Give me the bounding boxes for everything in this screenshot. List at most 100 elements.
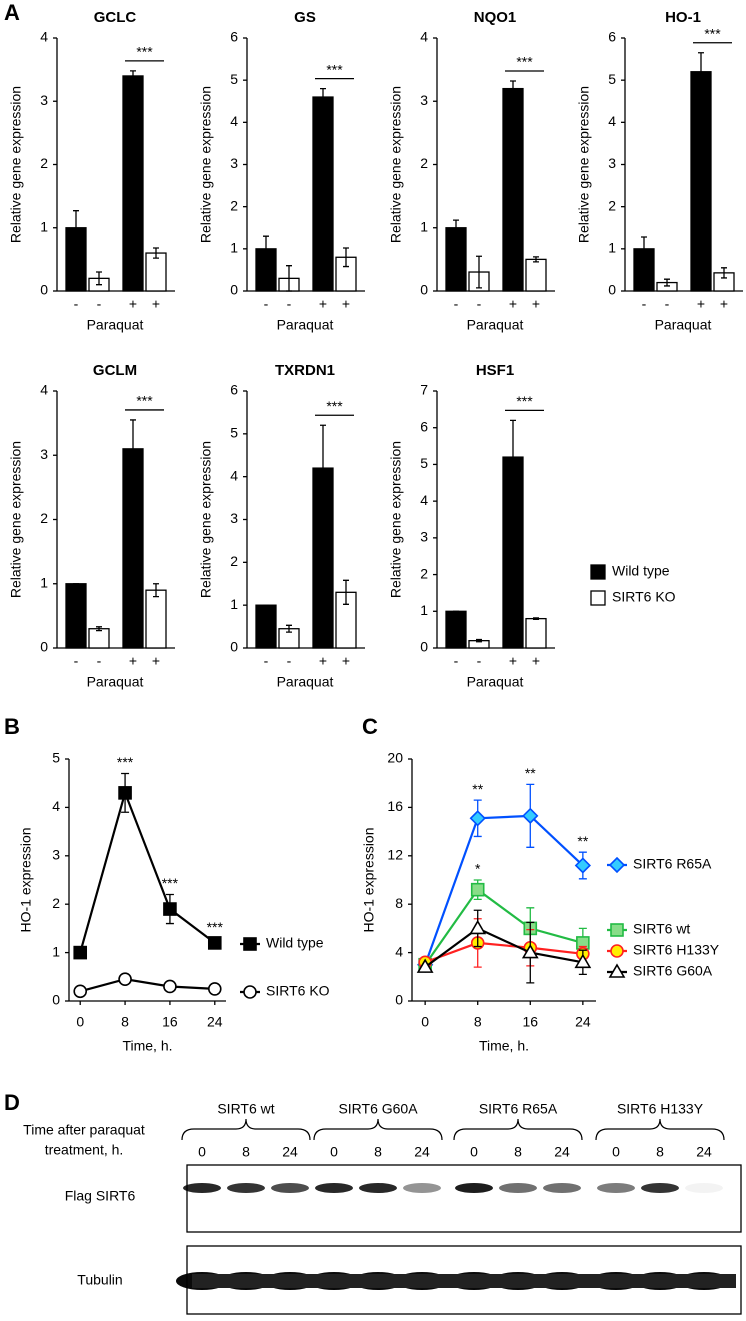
error-bar [343, 247, 349, 268]
series-line [424, 888, 584, 966]
marker [207, 936, 222, 950]
error-bar [343, 579, 349, 605]
blot-header: Time after paraquat [23, 1122, 145, 1138]
chart-title: HSF1 [476, 362, 514, 379]
band [455, 1183, 493, 1193]
bar [502, 87, 524, 292]
error-bar [96, 626, 102, 632]
error-bar [286, 624, 292, 633]
marker [163, 902, 177, 916]
y-tick-label: 4 [40, 382, 48, 398]
legend-label: SIRT6 G60A [633, 963, 713, 979]
y-tick-label: 2 [230, 553, 238, 569]
x-axis-label: Time, h. [122, 1038, 172, 1054]
group-label: SIRT6 H133Y [617, 1101, 704, 1117]
error-bar [698, 52, 704, 92]
lane-label: 24 [554, 1144, 570, 1160]
row-label: Tubulin [77, 1272, 122, 1288]
x-axis-label: Paraquat [655, 317, 712, 333]
y-tick-label: 5 [420, 455, 428, 471]
x-tick-label: - [454, 653, 459, 669]
x-tick-label: 16 [162, 1014, 178, 1030]
bar [122, 75, 144, 292]
lane-label: 0 [612, 1144, 620, 1160]
band [543, 1183, 581, 1193]
y-tick-label: 0 [230, 282, 238, 298]
bar [445, 227, 467, 292]
y-tick-label: 1 [230, 596, 238, 612]
y-tick-label: 1 [230, 240, 238, 256]
significance: ** [525, 765, 536, 781]
y-tick-label: 2 [40, 155, 48, 171]
y-tick-label: 1 [40, 574, 48, 590]
y-tick-label: 5 [230, 425, 238, 441]
band [227, 1183, 265, 1193]
bar [445, 610, 467, 649]
legend-marker [243, 937, 257, 951]
y-tick-label: 1 [420, 218, 428, 234]
x-tick-label: + [152, 653, 160, 669]
lane-label: 0 [198, 1144, 206, 1160]
y-tick-label: 2 [230, 197, 238, 213]
x-tick-label: 8 [121, 1014, 129, 1030]
error-bar [721, 267, 727, 279]
band [183, 1183, 221, 1193]
significance: ** [577, 833, 588, 849]
y-tick-label: 0 [395, 992, 403, 1008]
error-bar [533, 256, 539, 263]
brace [595, 1118, 725, 1141]
y-tick-label: 3 [608, 155, 616, 171]
y-tick-label: 12 [387, 847, 403, 863]
x-tick-label: - [287, 653, 292, 669]
error-bar [73, 210, 79, 246]
significance: *** [516, 393, 533, 409]
error-bar [533, 617, 539, 621]
x-axis-label: Time, h. [479, 1038, 529, 1054]
error-bar [96, 271, 102, 286]
y-tick-label: 0 [40, 282, 48, 298]
y-tick-label: 4 [608, 113, 616, 129]
x-tick-label: + [342, 653, 350, 669]
y-axis-label: Relative gene expression [8, 441, 24, 598]
y-tick-label: 3 [230, 510, 238, 526]
marker [118, 972, 132, 987]
marker [118, 786, 132, 800]
x-tick-label: - [264, 296, 269, 312]
chart-title: HO-1 [665, 9, 701, 26]
significance: *** [704, 25, 721, 41]
marker [469, 919, 487, 935]
error-bar [153, 247, 159, 259]
series-line [424, 927, 584, 969]
error-bar [476, 255, 482, 289]
significance: *** [326, 398, 343, 414]
marker [163, 979, 177, 994]
bar [122, 448, 144, 649]
y-tick-label: 3 [40, 446, 48, 462]
error-bar [510, 419, 516, 495]
x-axis-label: Paraquat [277, 317, 334, 333]
x-tick-label: - [264, 653, 269, 669]
x-tick-label: + [319, 653, 327, 669]
x-tick-label: - [477, 296, 482, 312]
legend-label: SIRT6 KO [266, 983, 330, 999]
chart-title: GCLC [94, 9, 137, 26]
y-tick-label: 1 [52, 943, 60, 959]
chart-title: GCLM [93, 362, 137, 379]
x-tick-label: 16 [522, 1014, 538, 1030]
y-tick-label: 6 [230, 29, 238, 45]
y-tick-label: 2 [52, 895, 60, 911]
y-axis-label: Relative gene expression [388, 86, 404, 243]
legend-swatch [590, 590, 606, 606]
chart-title: TXRDN1 [275, 362, 335, 379]
legend-marker [610, 944, 624, 958]
y-tick-label: 0 [608, 282, 616, 298]
error-bar [263, 235, 269, 263]
band [641, 1183, 679, 1193]
x-tick-label: 24 [575, 1014, 591, 1030]
x-tick-label: + [319, 296, 327, 312]
legend-label: SIRT6 wt [633, 921, 690, 937]
legend-label: Wild type [266, 935, 324, 951]
error-bar [664, 278, 670, 287]
group-label: SIRT6 R65A [479, 1101, 558, 1117]
y-axis-label: Relative gene expression [576, 86, 592, 243]
